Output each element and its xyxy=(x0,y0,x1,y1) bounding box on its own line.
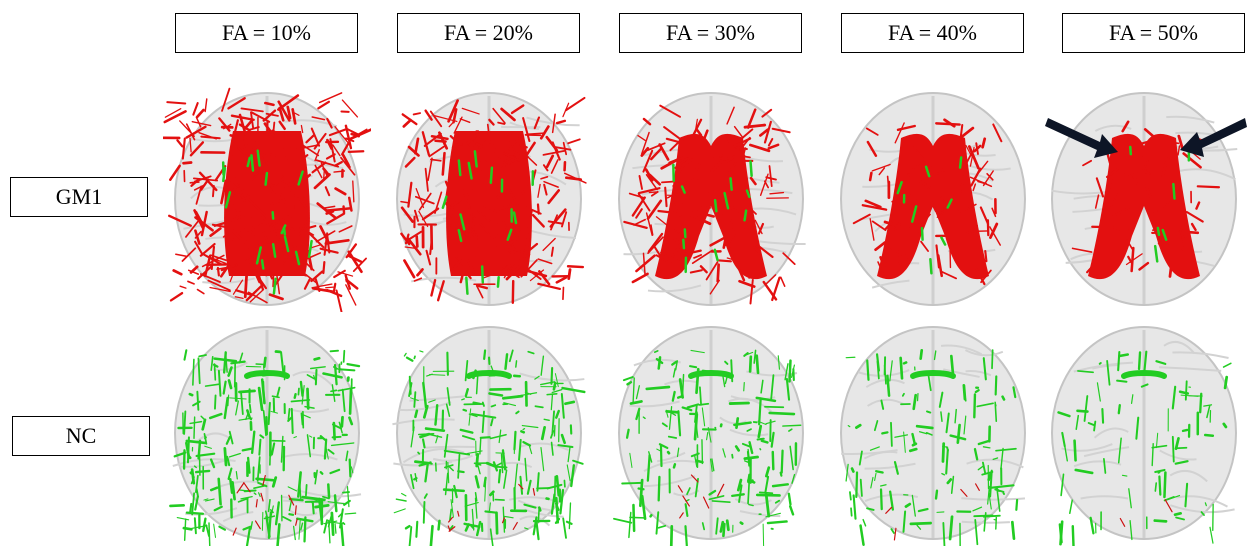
brain-panel-gm1-fa-40 xyxy=(829,86,1037,312)
arrow-icon-right xyxy=(1180,118,1247,157)
column-header-fa-10: FA = 10% xyxy=(175,13,358,53)
column-header-fa-20: FA = 20% xyxy=(397,13,580,53)
brain-panel-nc-fa-50 xyxy=(1040,320,1247,546)
brain-panel-nc-fa-40 xyxy=(829,320,1037,546)
arrow-icon-left xyxy=(1045,118,1118,158)
brain-panel-nc-fa-10 xyxy=(163,320,371,546)
column-header-fa-30: FA = 30% xyxy=(619,13,802,53)
row-label-nc: NC xyxy=(12,416,150,456)
brain-panel-nc-fa-20 xyxy=(385,320,593,546)
brain-panel-gm1-fa-30 xyxy=(607,86,815,312)
row-label-gm1: GM1 xyxy=(10,177,148,217)
brain-panel-gm1-fa-10 xyxy=(163,86,371,312)
annotation-arrows xyxy=(1045,118,1247,158)
column-header-fa-40: FA = 40% xyxy=(841,13,1024,53)
column-header-fa-50: FA = 50% xyxy=(1062,13,1245,53)
brain-panel-nc-fa-30 xyxy=(607,320,815,546)
brain-panel-gm1-fa-20 xyxy=(385,86,593,312)
